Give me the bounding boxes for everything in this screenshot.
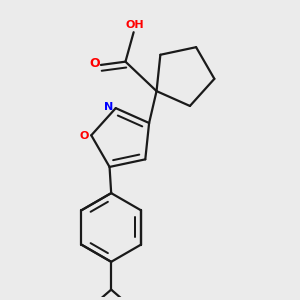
Text: N: N — [104, 101, 113, 112]
Text: O: O — [90, 58, 100, 70]
Text: OH: OH — [126, 20, 145, 30]
Text: O: O — [80, 131, 89, 141]
